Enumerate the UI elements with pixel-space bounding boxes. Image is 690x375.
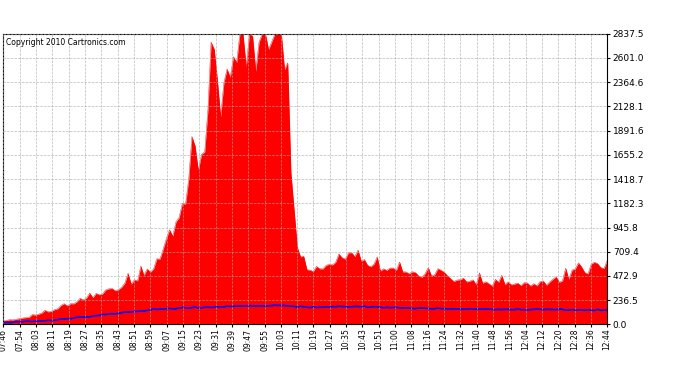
Text: Total PV Power (watts red) & Effective Solar Radiation (W/m2 blue) Thu Dec 16 12: Total PV Power (watts red) & Effective S… <box>94 9 596 22</box>
Text: Copyright 2010 Cartronics.com: Copyright 2010 Cartronics.com <box>6 38 126 47</box>
